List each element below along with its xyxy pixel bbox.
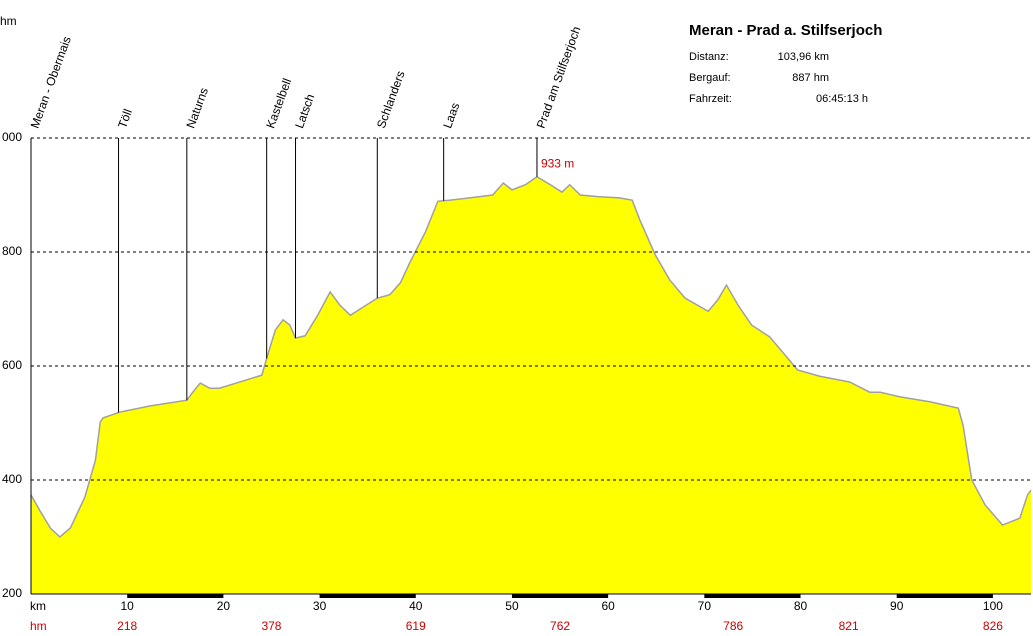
climb-label: 619 [406, 619, 426, 633]
x-tick-label: 90 [890, 599, 904, 613]
climb-unit: hm [30, 619, 47, 633]
profile-line [30, 175, 1032, 539]
km-bar [896, 594, 993, 598]
climb-label: 786 [723, 619, 743, 633]
waypoint-label: Kastelbell [263, 76, 294, 130]
info-value: 887 hm [792, 72, 829, 84]
y-unit: hm [0, 14, 17, 28]
x-tick-label: 40 [409, 599, 423, 613]
x-tick-label: 60 [601, 599, 615, 613]
x-tick-label: 20 [217, 599, 231, 613]
km-bar [511, 594, 609, 598]
waypoint-label: Töll [115, 107, 135, 130]
x-tick-label: 80 [794, 599, 808, 613]
waypoint-label: Schlanders [374, 69, 408, 130]
waypoint-label: Naturns [183, 86, 211, 130]
x-tick-label: 50 [505, 599, 519, 613]
y-tick-label: 600 [2, 358, 22, 372]
info-key: Distanz: [689, 51, 729, 63]
x-tick-label: 100 [983, 599, 1003, 613]
profile-area [31, 176, 1031, 594]
max-label: 933 m [541, 156, 574, 170]
x-tick-label: 10 [121, 599, 135, 613]
info-value: 103,96 km [778, 51, 829, 63]
km-bar [704, 594, 801, 598]
info-title: Meran - Prad a. Stilfserjoch [689, 22, 882, 39]
y-tick-label: 200 [2, 586, 22, 600]
y-tick-label: 000 [2, 130, 22, 144]
climb-label: 218 [117, 619, 137, 633]
climb-label: 826 [983, 619, 1003, 633]
x-tick-label: 70 [698, 599, 712, 613]
waypoint-label: Meran - Obermais [28, 34, 74, 130]
y-tick-label: 400 [2, 472, 22, 486]
waypoint-label: Latsch [292, 92, 317, 130]
info-key: Bergauf: [689, 72, 731, 84]
climb-label: 762 [550, 619, 570, 633]
info-value: 06:45:13 h [816, 93, 868, 105]
km-bar [127, 594, 224, 598]
x-unit: km [30, 599, 46, 613]
info-key: Fahrzeit: [689, 93, 732, 105]
x-tick-label: 30 [313, 599, 327, 613]
km-bar [319, 594, 416, 598]
climb-label: 821 [839, 619, 859, 633]
climb-label: 378 [261, 619, 281, 633]
waypoint-label: Prad am Stilfserjoch [534, 24, 584, 130]
y-tick-label: 800 [2, 244, 22, 258]
waypoint-label: Laas [440, 101, 462, 130]
